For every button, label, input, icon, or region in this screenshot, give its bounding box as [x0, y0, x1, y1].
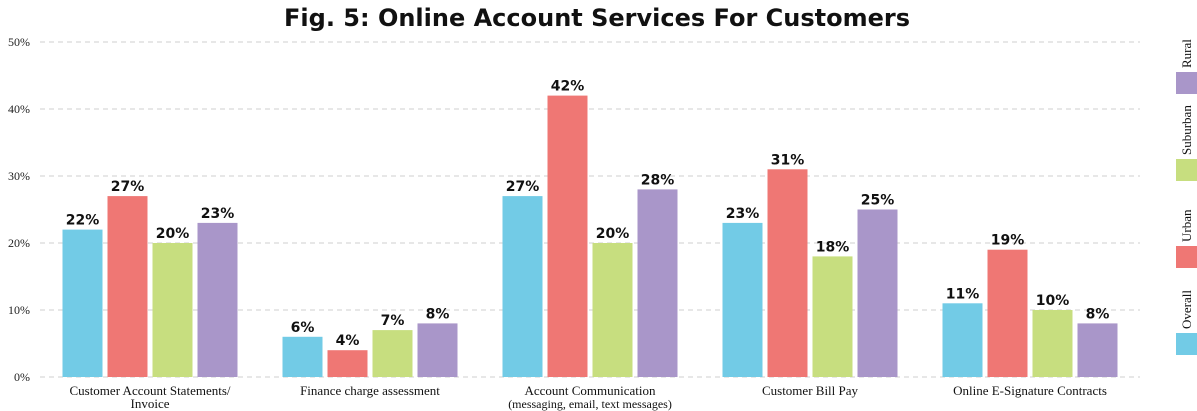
y-tick-label: 30% [8, 169, 30, 183]
y-tick-label: 50% [8, 35, 30, 49]
data-labels: 22% 27% 20% 23% 6% 4% 7% 8% 27% 42% 20% 28% 23% 31% 18… [66, 79, 1110, 350]
data-label: 8% [426, 306, 450, 322]
bar [197, 222, 238, 377]
bar [152, 243, 193, 377]
x-tick-label: Customer Bill Pay [762, 383, 859, 398]
x-axis-ticks: Customer Account Statements/Invoice Finan… [69, 383, 1106, 411]
bar [62, 229, 103, 377]
legend-swatch [1176, 72, 1197, 94]
bar [502, 196, 543, 377]
legend-label: Rural [1179, 39, 1194, 68]
legend-label: Overall [1179, 290, 1194, 329]
data-label: 25% [861, 193, 895, 209]
data-label: 11% [946, 286, 980, 302]
legend-label: Urban [1179, 209, 1194, 242]
data-label: 20% [596, 226, 630, 242]
x-tick-label-line2: Invoice [131, 396, 170, 411]
x-tick-label: Account Communication [524, 383, 656, 398]
data-label: 4% [336, 333, 360, 349]
bar [107, 196, 148, 377]
data-label: 7% [381, 313, 405, 329]
data-label: 10% [1036, 293, 1070, 309]
bar [987, 249, 1028, 377]
y-tick-label: 0% [14, 370, 30, 384]
bar [592, 243, 633, 377]
chart-title: Fig. 5: Online Account Services For Cust… [284, 4, 910, 32]
bar [942, 303, 983, 377]
data-label: 20% [156, 226, 190, 242]
x-tick-label-line2: (messaging, email, text messages) [508, 397, 672, 411]
bar [327, 350, 368, 377]
bar [1032, 310, 1073, 377]
data-label: 28% [641, 172, 675, 188]
y-tick-label: 40% [8, 102, 30, 116]
bar [812, 256, 853, 377]
legend-swatch [1176, 246, 1197, 268]
bar [767, 169, 808, 377]
bar [722, 222, 763, 377]
bar [417, 323, 458, 377]
data-label: 6% [291, 320, 315, 336]
y-tick-label: 10% [8, 303, 30, 317]
data-label: 22% [66, 213, 100, 229]
x-tick-label: Customer Account Statements/ [69, 383, 230, 398]
legend: Rural Suburban Urban Overall [1176, 39, 1197, 355]
data-label: 27% [111, 179, 145, 195]
bar [282, 336, 323, 377]
bar [1077, 323, 1118, 377]
data-label: 31% [771, 152, 805, 168]
data-label: 23% [726, 206, 760, 222]
data-label: 8% [1086, 306, 1110, 322]
bar [547, 95, 588, 377]
data-label: 42% [551, 79, 585, 95]
data-label: 19% [991, 233, 1025, 249]
data-label: 18% [816, 239, 850, 255]
y-axis-ticks: 0% 10% 20% 30% 40% 50% [8, 35, 30, 384]
legend-label: Suburban [1179, 105, 1194, 155]
legend-swatch [1176, 333, 1197, 355]
x-tick-label: Finance charge assessment [300, 383, 440, 398]
data-label: 23% [201, 206, 235, 222]
bar [372, 330, 413, 377]
legend-swatch [1176, 159, 1197, 181]
data-label: 27% [506, 179, 540, 195]
bar [857, 209, 898, 377]
x-tick-label: Online E-Signature Contracts [953, 383, 1107, 398]
y-tick-label: 20% [8, 236, 30, 250]
bar [637, 189, 678, 377]
bars [62, 95, 1118, 377]
